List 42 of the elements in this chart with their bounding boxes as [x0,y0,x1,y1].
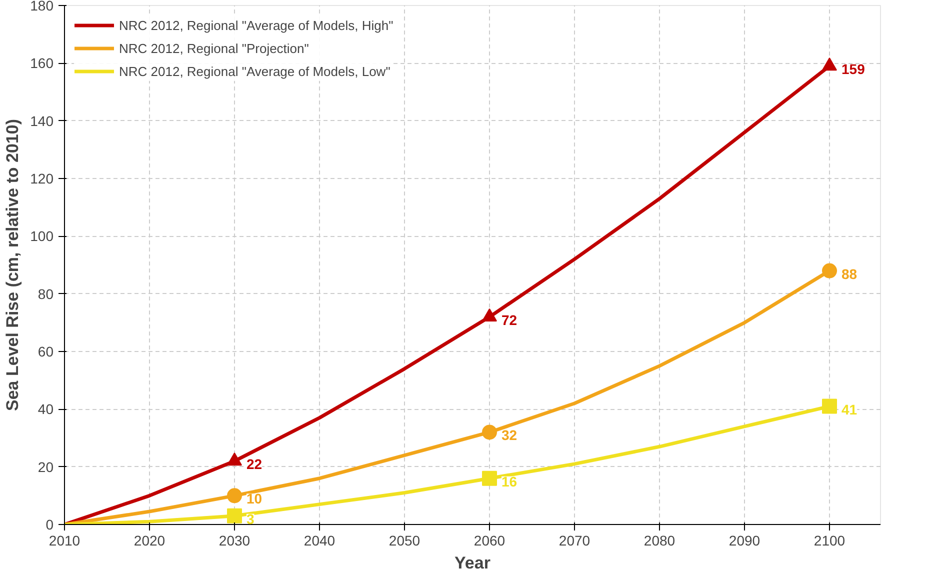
data-label: 16 [502,473,518,490]
x-tick-label: 2080 [644,532,676,548]
point [822,57,837,71]
point [482,308,497,322]
x-tick-label: 2060 [474,532,506,548]
x-tick-label: 2030 [218,532,250,548]
point [482,424,497,440]
data-label: 41 [842,401,858,418]
point [822,263,837,278]
y-tick-label: 40 [38,401,54,418]
y-tick-label: 180 [30,0,54,14]
x-tick-label: 2020 [134,532,166,548]
data-label: 10 [246,490,262,507]
x-tick-label: 2090 [728,532,760,548]
y-tick-label: 160 [30,55,54,72]
x-tick-label: 2070 [558,532,590,548]
y-tick-label: 100 [30,228,54,244]
y-tick-label: 120 [30,170,54,186]
y-tick-label: 0 [46,516,54,532]
data-label: 88 [842,266,858,282]
legend-label: NRC 2012, Regional "Average of Models, High" [119,18,394,32]
data-label: 72 [502,312,518,328]
legend-label: NRC 2012, Regional "Projection" [119,40,309,56]
x-axis-title: Year [454,554,491,572]
y-tick-label: 20 [38,458,54,475]
y-tick-label: 80 [38,286,54,302]
y-tick-label: 60 [38,344,54,360]
data-label: 32 [502,427,518,444]
data-label: 3 [246,510,254,527]
legend-label: NRC 2012, Regional "Average of Models, Low" [119,64,390,78]
point [227,508,242,524]
x-tick-label: 2010 [48,532,80,548]
x-tick-label: 2040 [304,532,336,548]
data-label: 159 [842,61,866,78]
x-tick-label: 2100 [814,532,846,548]
x-tick-label: 2050 [388,532,420,548]
y-axis-title: Sea Level Rise (cm, relative to 2010) [3,118,22,411]
y-tick-label: 140 [30,112,54,129]
data-label: 22 [246,456,262,472]
point [482,470,497,486]
point [822,398,837,414]
point [227,488,242,504]
